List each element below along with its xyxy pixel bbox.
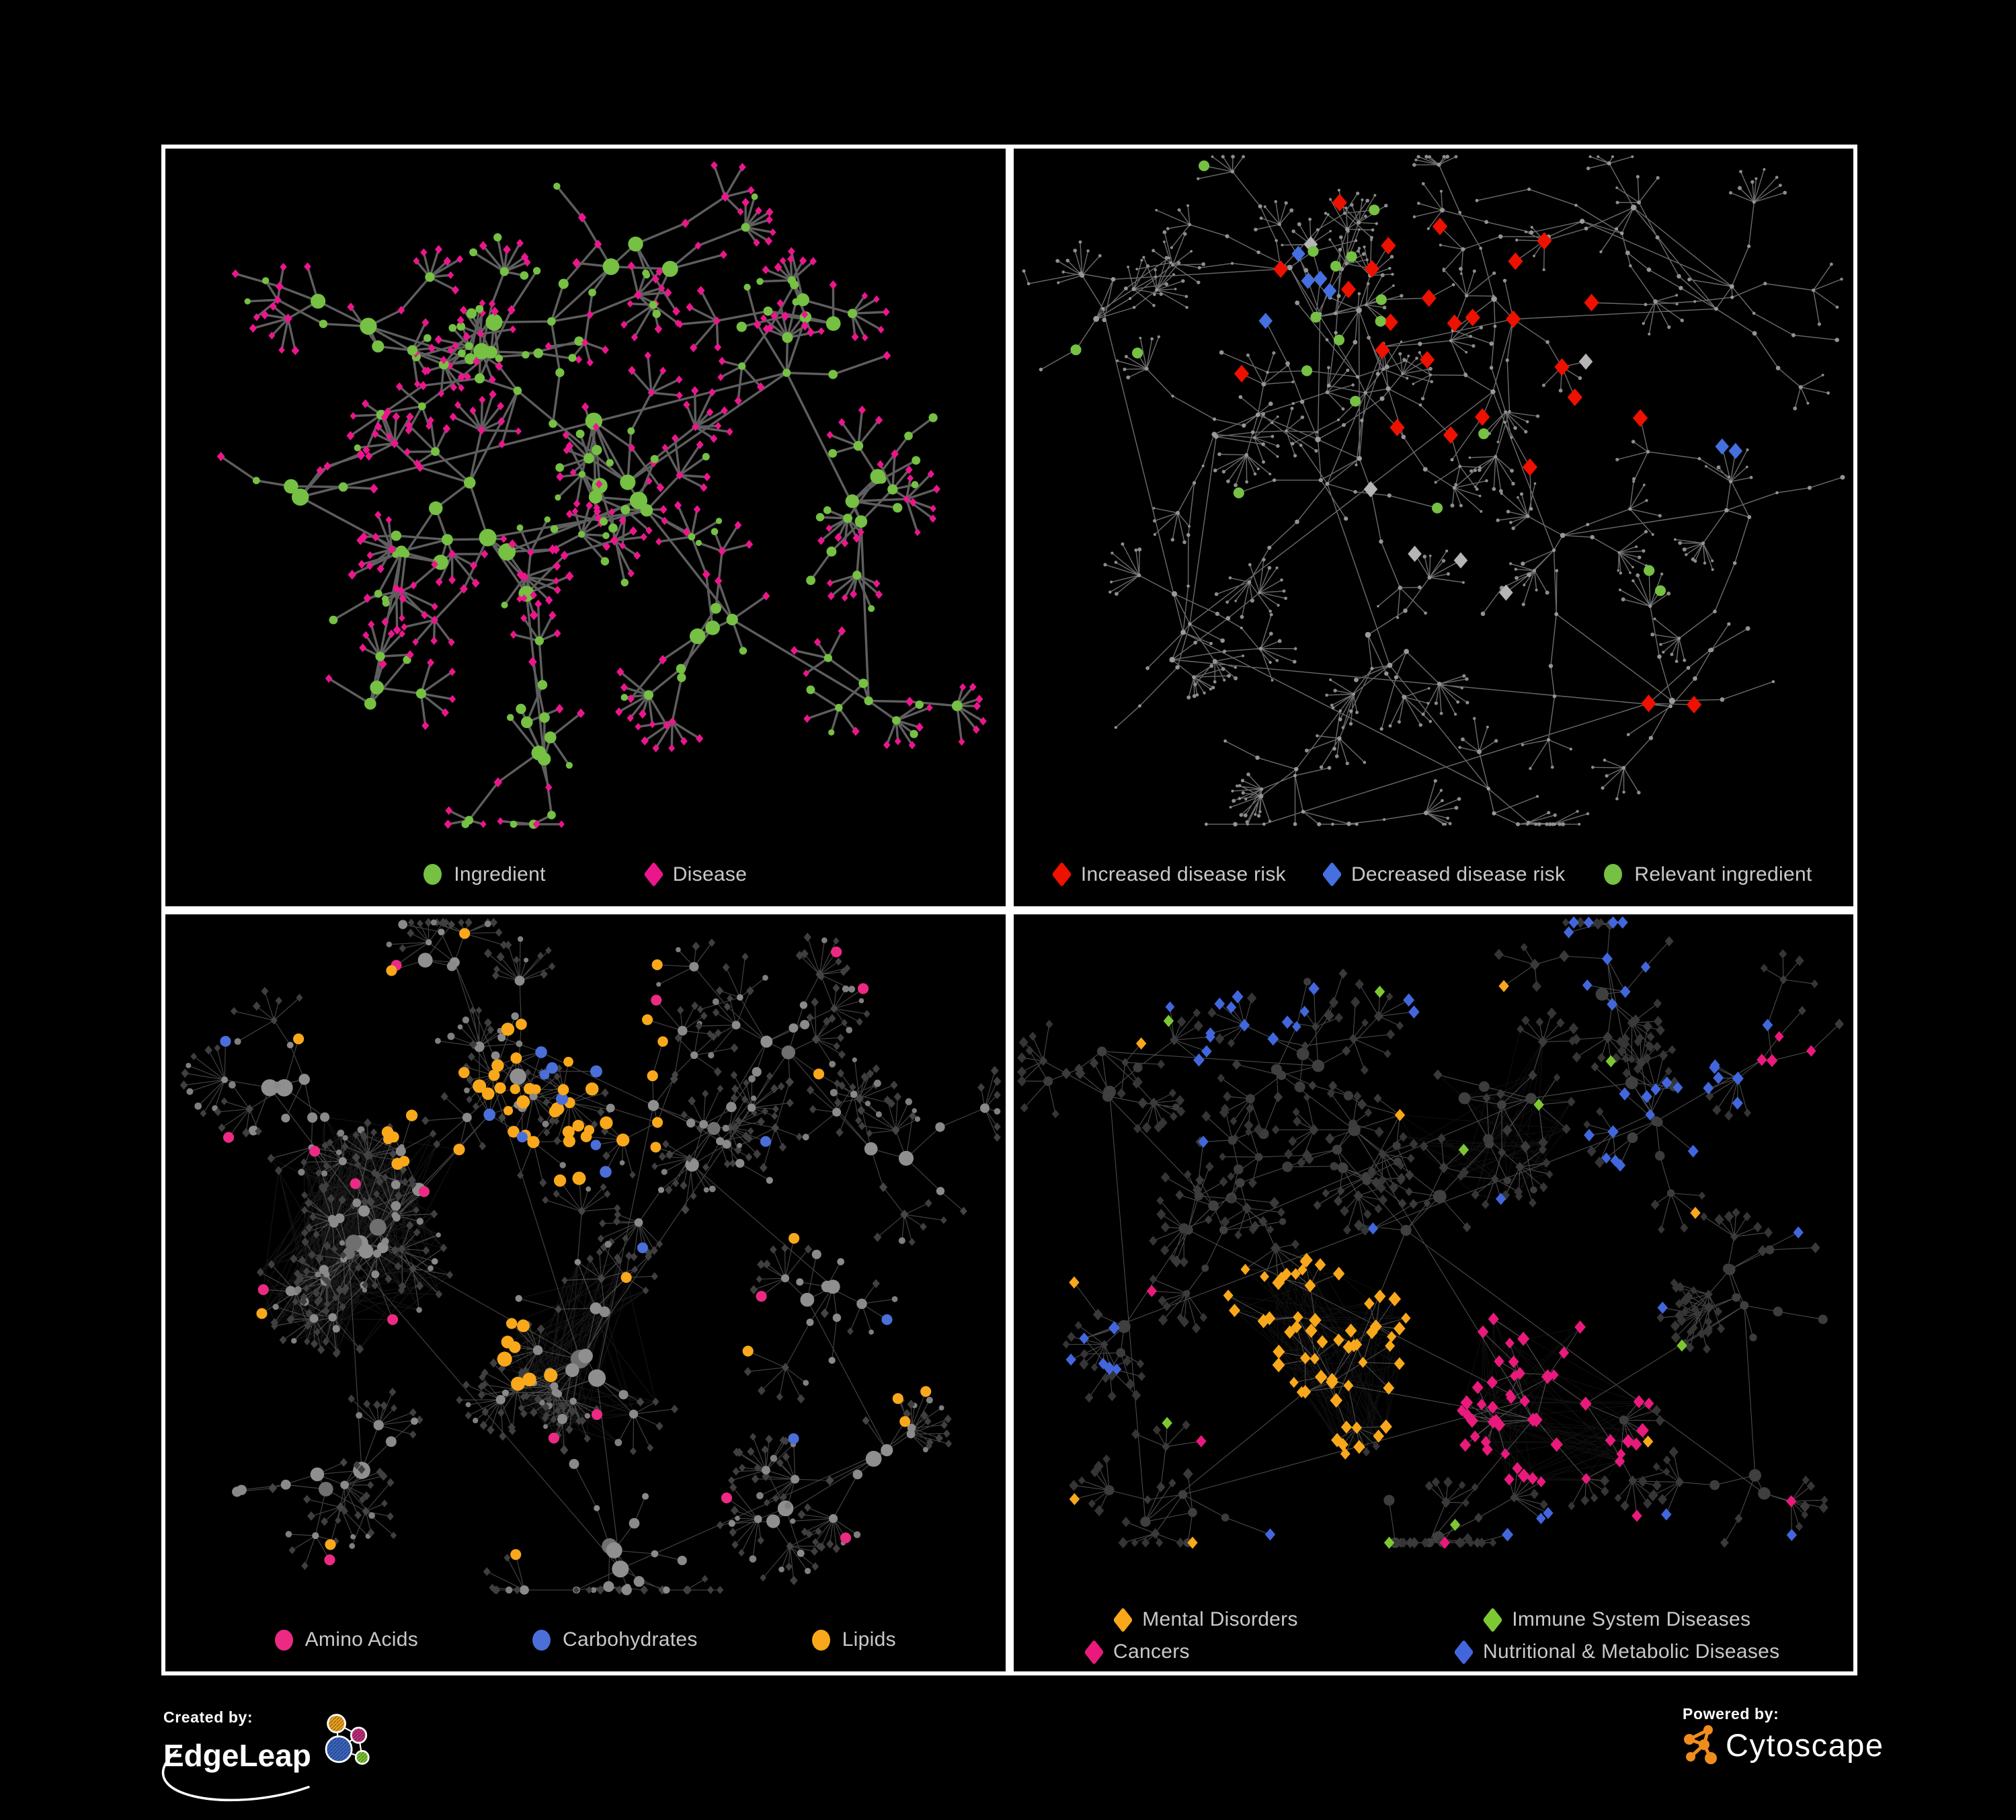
- legend-item: Mental Disorders: [1113, 1606, 1405, 1633]
- legend-item: Relevant ingredient: [1604, 863, 1812, 886]
- legend-label: Relevant ingredient: [1634, 863, 1812, 885]
- diamond-marker-icon: [1453, 1638, 1474, 1665]
- panel-disease-categories: Mental Disorders Immune System Diseases Ca…: [1009, 910, 1857, 1675]
- legend-disease-categories: Mental Disorders Immune System Diseases Ca…: [1014, 1606, 1854, 1665]
- legend-item: Carbohydrates: [532, 1628, 698, 1651]
- cytoscape-logo-icon: [1684, 1725, 1717, 1764]
- legend-item: Amino Acids: [274, 1628, 418, 1651]
- legend-row: Amino Acids Carbohydrates Lipids: [274, 1628, 896, 1651]
- legend-label: Increased disease risk: [1080, 863, 1286, 885]
- legend-item: Lipids: [811, 1628, 896, 1651]
- circle-marker-icon: [811, 1629, 830, 1651]
- legend-row: Increased disease risk Decreased disease …: [1051, 861, 1812, 887]
- diamond-marker-icon: [643, 861, 664, 887]
- created-by-label: Created by:: [163, 1708, 253, 1726]
- circle-marker-icon: [532, 1629, 551, 1651]
- legend-item: Increased disease risk: [1051, 861, 1286, 887]
- panel-disease-risk: Increased disease risk Decreased disease …: [1009, 145, 1857, 910]
- diamond-marker-icon: [1084, 1638, 1104, 1665]
- panel-nutrient-classes: Amino Acids Carbohydrates Lipids: [161, 910, 1010, 1675]
- powered-by-label: Powered by:: [1683, 1705, 1779, 1723]
- diamond-marker-icon: [1322, 861, 1342, 887]
- legend-item: Cancers: [1084, 1638, 1376, 1665]
- legend-nutrient-classes: Amino Acids Carbohydrates Lipids: [165, 1628, 1006, 1651]
- legend-label: Lipids: [842, 1628, 896, 1651]
- legend-label: Carbohydrates: [563, 1628, 698, 1651]
- diamond-marker-icon: [1113, 1606, 1133, 1633]
- network-disease-risk: [1022, 155, 1845, 827]
- diamond-marker-icon: [1482, 1606, 1503, 1633]
- legend-item: Disease: [643, 861, 748, 887]
- network-ingredient-disease: [216, 161, 987, 829]
- legend-ingredient-disease: Ingredient Disease: [165, 861, 1006, 887]
- legend-item: Decreased disease risk: [1322, 861, 1566, 887]
- legend-disease-risk: Increased disease risk Decreased disease …: [1014, 861, 1854, 887]
- legend-row: Cancers Nutritional & Metabolic Diseases: [1084, 1638, 1780, 1665]
- edgeleap-logo-icon: [325, 1714, 370, 1765]
- legend-item: Nutritional & Metabolic Diseases: [1453, 1638, 1780, 1665]
- edgeleap-swoosh: [161, 1749, 310, 1802]
- circle-marker-icon: [424, 864, 442, 885]
- diamond-marker-icon: [1051, 861, 1072, 887]
- legend-label: Ingredient: [454, 863, 546, 885]
- legend-label: Cancers: [1113, 1640, 1190, 1663]
- legend-label: Amino Acids: [305, 1628, 418, 1651]
- edgeleap-branding: Created by: EdgeLeap: [161, 1708, 378, 1802]
- circle-marker-icon: [1604, 864, 1623, 885]
- legend-item: Immune System Diseases: [1482, 1606, 1751, 1633]
- panel-ingredient-disease: Ingredient Disease: [161, 145, 1010, 910]
- circle-marker-icon: [274, 1629, 293, 1651]
- network-disease-categories: [1016, 916, 1844, 1549]
- panels-grid: Ingredient Disease Increased disease risk…: [161, 145, 1857, 1675]
- legend-label: Decreased disease risk: [1350, 863, 1566, 885]
- legend-label: Disease: [672, 863, 748, 885]
- legend-row: Ingredient Disease: [424, 861, 748, 887]
- legend-label: Nutritional & Metabolic Diseases: [1483, 1640, 1780, 1663]
- cytoscape-branding: Powered by: Cytoscape: [1683, 1705, 1884, 1765]
- legend-label: Mental Disorders: [1142, 1608, 1298, 1630]
- cytoscape-wordmark: Cytoscape: [1726, 1727, 1884, 1763]
- network-nutrient-classes: [179, 917, 1002, 1595]
- legend-row: Mental Disorders Immune System Diseases: [1113, 1606, 1751, 1633]
- legend-label: Immune System Diseases: [1512, 1608, 1751, 1630]
- legend-item: Ingredient: [424, 863, 545, 886]
- edgeleap-wordmark: EdgeLeap: [163, 1738, 311, 1773]
